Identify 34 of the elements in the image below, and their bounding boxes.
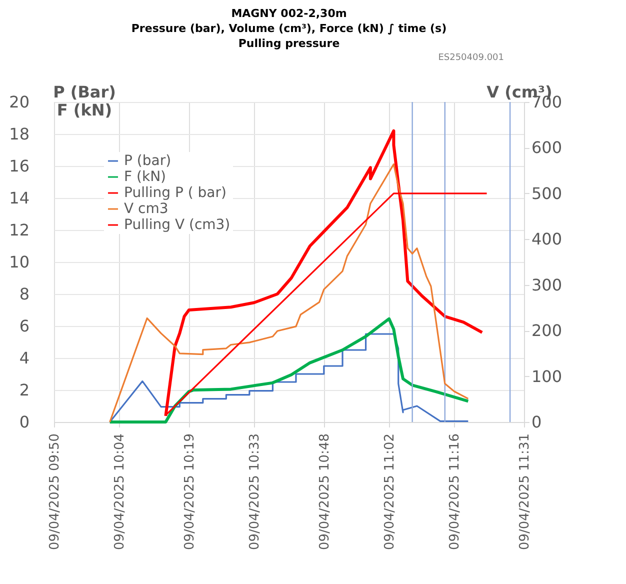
legend-label: F (kN) bbox=[124, 169, 166, 185]
y-tick-label: 0 bbox=[19, 412, 30, 432]
y-tick-label: 8 bbox=[19, 284, 30, 304]
x-tick-label: 09/04/2025 11:31 bbox=[518, 434, 532, 550]
x-tick-label: 09/04/2025 10:33 bbox=[248, 434, 263, 550]
y-tick-label: 10 bbox=[9, 252, 30, 272]
x-tick-label: 09/04/2025 10:19 bbox=[182, 434, 198, 550]
text: ES250409.001 bbox=[438, 53, 504, 63]
y2-tick-label: 200 bbox=[532, 321, 562, 340]
legend-label: P (bar) bbox=[124, 153, 172, 169]
y2-tick-label: 600 bbox=[532, 138, 562, 158]
x-tick-label: 09/04/2025 10:48 bbox=[317, 434, 332, 550]
y2-tick-label: 400 bbox=[532, 230, 562, 249]
x-tick-label: 09/04/2025 09:50 bbox=[48, 434, 62, 550]
y-tick-label: 12 bbox=[9, 220, 30, 240]
y-axis-title: P (Bar) F (kN) bbox=[53, 82, 116, 120]
y2-tick-label: 500 bbox=[532, 184, 562, 203]
legend-label: Pulling P ( bar) bbox=[124, 185, 226, 201]
y-tick-label: 16 bbox=[9, 156, 30, 176]
y-tick-label: 14 bbox=[9, 188, 30, 208]
y2-tick-label: 100 bbox=[532, 366, 562, 386]
y-tick-label: 20 bbox=[9, 92, 30, 112]
x-tick-label: 09/04/2025 11:16 bbox=[448, 434, 463, 550]
x-tick-label: 09/04/2025 11:02 bbox=[382, 434, 398, 550]
y-tick-label: 2 bbox=[19, 380, 30, 400]
legend-label: V cm3 bbox=[124, 201, 168, 217]
y-tick-label: 6 bbox=[19, 316, 30, 336]
y2-tick-label: 300 bbox=[532, 275, 562, 294]
y-tick-label: 4 bbox=[19, 348, 30, 368]
legend-label: Pulling V (cm3) bbox=[124, 217, 230, 233]
y2-tick-label: 0 bbox=[532, 412, 542, 432]
x-tick-label: 09/04/2025 10:04 bbox=[112, 434, 128, 550]
chart-title: MAGNY 002-2,30m Pressure (bar), Volume (cm³), Force (kN) ∫ time (s) Pulling pressure bbox=[131, 7, 447, 50]
y-tick-label: 18 bbox=[9, 124, 30, 144]
